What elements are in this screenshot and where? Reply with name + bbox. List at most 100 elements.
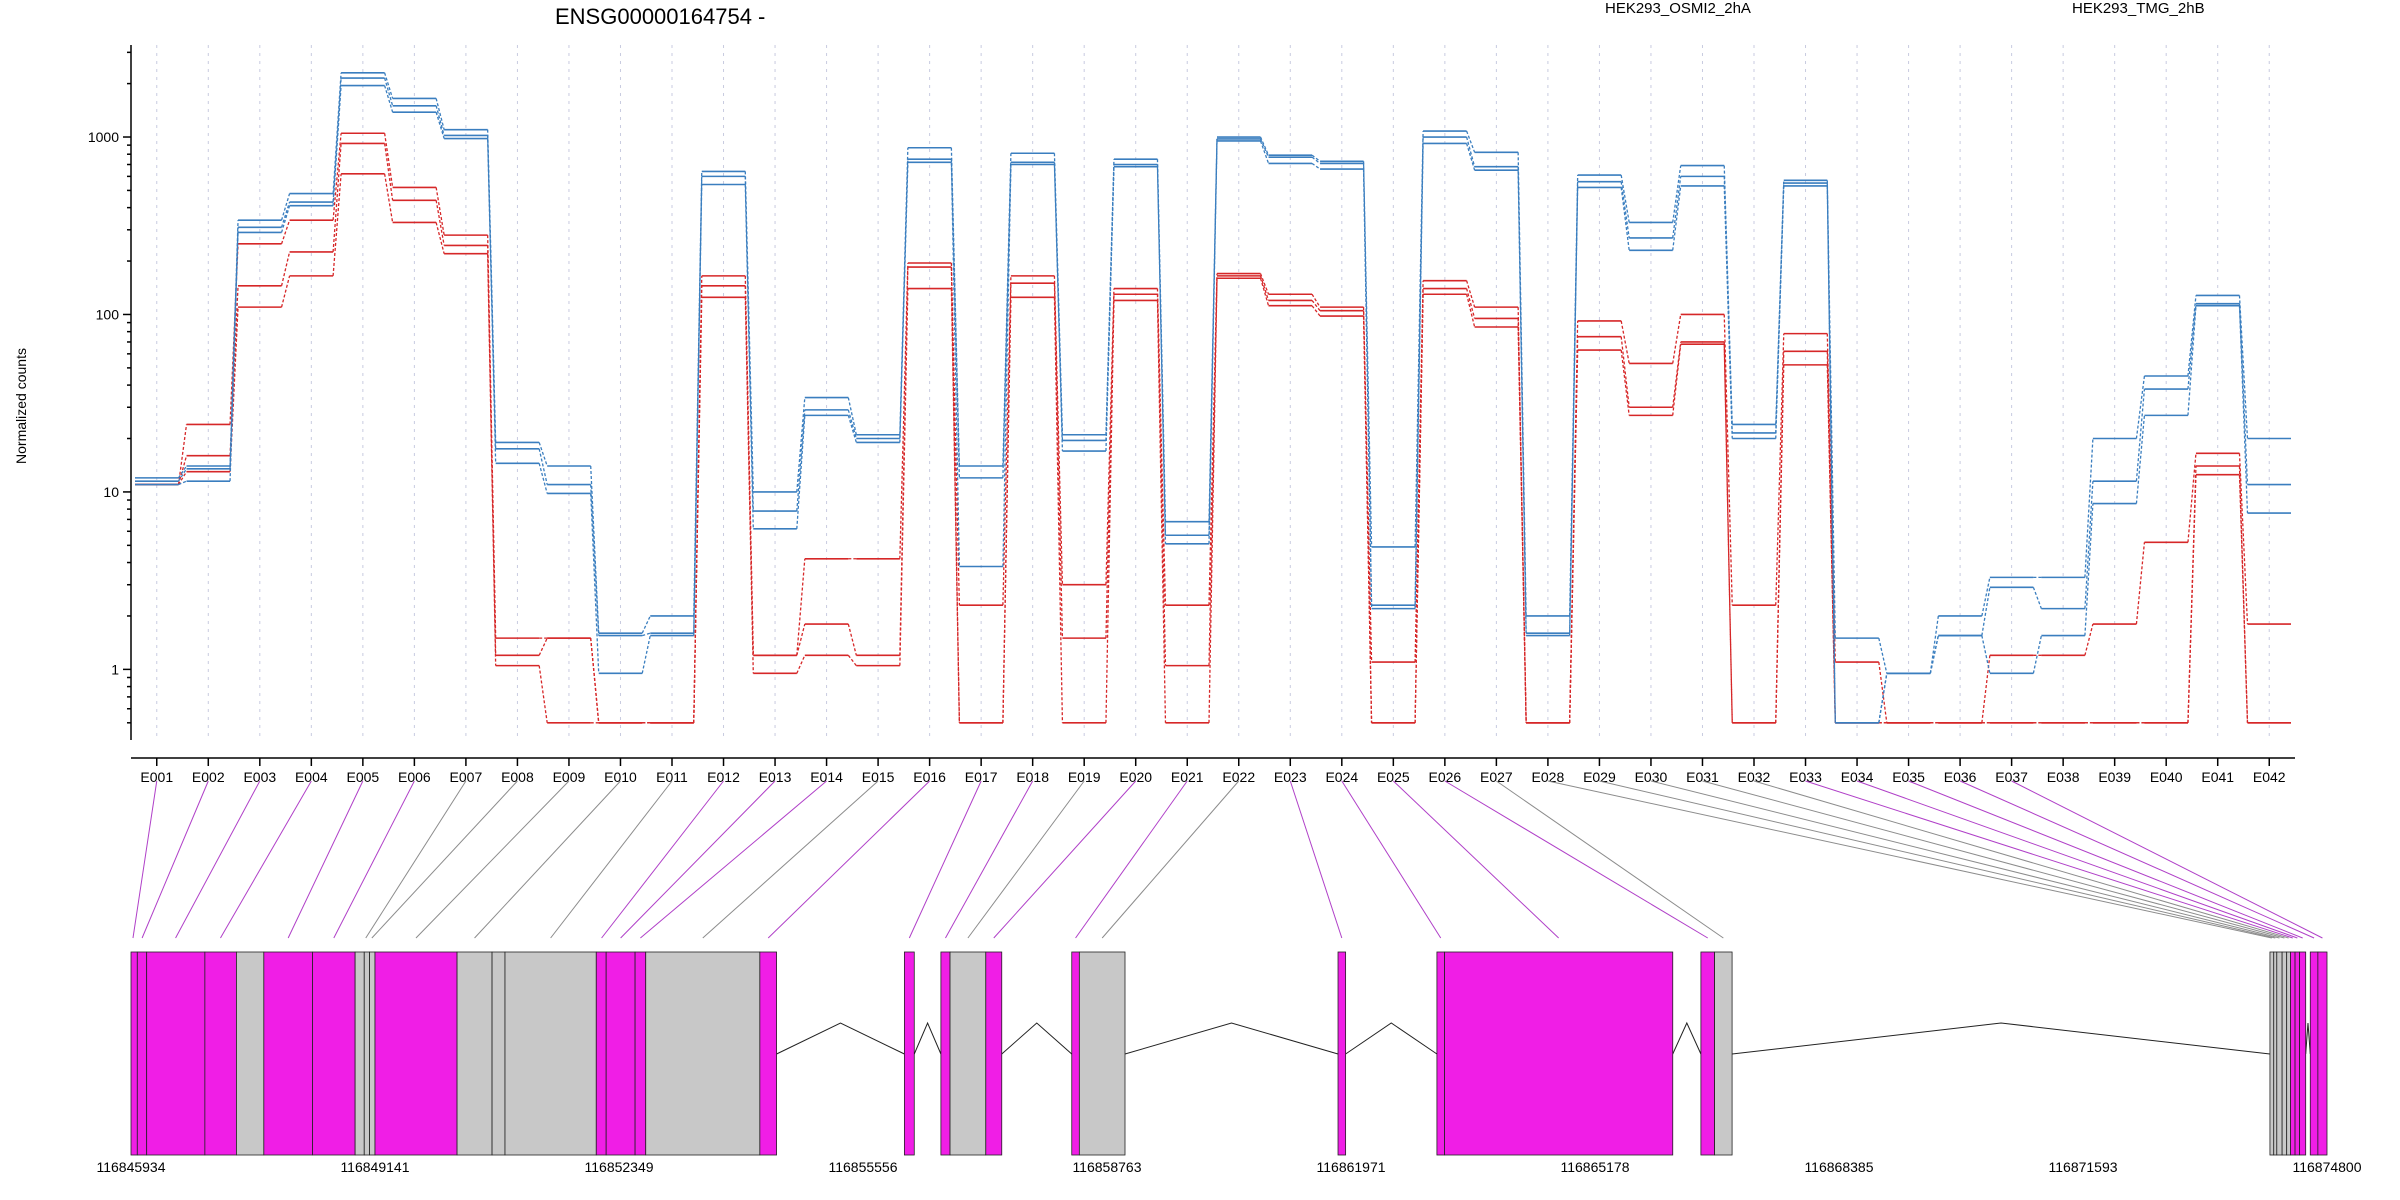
series-b-6-connector-35 (1929, 635, 1939, 674)
exon-block-20 (903, 951, 915, 1156)
series-b-4-connector-22 (1259, 136, 1270, 156)
intron-8 (2305, 1022, 2311, 1055)
y-tick-label-1: 1 (111, 661, 119, 677)
x-tick-label-e005: E005 (347, 769, 380, 785)
series-b-4-connector-10 (641, 615, 651, 634)
series-b-6-connector-9 (590, 493, 600, 674)
series-a-3 (135, 173, 2291, 724)
legend-item-tmg: HEK293_TMG_2hB (2072, 0, 2205, 17)
exon-connector-e026 (1444, 780, 1709, 939)
series-a-2-connector-26 (1465, 288, 1476, 319)
series-b-5-connector-41 (2238, 303, 2249, 485)
series-a-2-connector-8 (538, 637, 548, 656)
x-tick-label-e030: E030 (1635, 769, 1668, 785)
series-a-1-connector-31 (1723, 314, 1733, 606)
series-b-5-connector-8 (538, 448, 548, 485)
series-b-6-connector-33 (1826, 185, 1836, 723)
series-a-1-connector-6 (435, 187, 445, 236)
series-b-6-connector-16 (950, 162, 961, 567)
x-axis-ticks: E001 E002 E003 E004 E005 E006 E007 E008 E009 E010… (140, 758, 2286, 785)
series-b-4-connector-35 (1929, 615, 1939, 674)
series-a-1-connector-29 (1620, 320, 1630, 364)
x-tick-label-e029: E029 (1583, 769, 1616, 785)
genome-tick-4: 116855556 (828, 1159, 897, 1175)
series-a-1-connector-38 (2084, 623, 2094, 656)
series-a-3-connector-12 (744, 297, 754, 674)
exon-block-28 (1444, 951, 1674, 1156)
x-tick-label-e035: E035 (1892, 769, 1925, 785)
x-tick-label-e031: E031 (1686, 769, 1719, 785)
series-a-1-connector-34 (1878, 661, 1888, 723)
series-b-6-connector-17 (1002, 164, 1012, 567)
series-a-2-connector-4 (332, 143, 342, 253)
series-a-3-connector-16 (950, 288, 961, 723)
series-a-3-connector-5 (383, 173, 394, 223)
series-b-6-connector-20 (1156, 166, 1167, 544)
x-tick-label-e004: E004 (295, 769, 328, 785)
exon-block-6 (263, 951, 313, 1156)
x-tick-label-e013: E013 (759, 769, 792, 785)
exon-block-26 (1337, 951, 1347, 1156)
gene-model-exons (130, 951, 2328, 1156)
y-tick-label-100: 100 (96, 306, 120, 322)
series-a-2-connector-27 (1517, 318, 1527, 723)
x-tick-label-e012: E012 (707, 769, 740, 785)
exon-block-5 (236, 951, 265, 1156)
exon-connector-e032 (1753, 780, 2289, 939)
series-a-3-connector-3 (280, 275, 291, 308)
series-a-1-connector-23 (1311, 293, 1321, 308)
series-a-2-connector-7 (487, 245, 497, 656)
series-b-6-connector-29 (1620, 187, 1630, 251)
series-b-6-connector-34 (1878, 673, 1888, 723)
series-b-4-connector-23 (1311, 154, 1321, 162)
series-a-2-connector-14 (847, 623, 857, 656)
series-b-6-connector-8 (538, 463, 548, 494)
series-b-5-connector-36 (1981, 587, 1991, 636)
exon-connector-e009 (415, 780, 570, 939)
series-b-4-connector-39 (2135, 375, 2146, 439)
exon-block-1 (130, 951, 138, 1156)
series-b-6-connector-12 (744, 184, 754, 529)
series-a-1-connector-41 (2238, 453, 2249, 625)
series-a-3-connector-31 (1723, 344, 1733, 723)
series-b-4-connector-5 (383, 72, 394, 99)
series-b-5-connector-3 (280, 201, 291, 228)
series-a-2-connector-6 (435, 200, 445, 246)
exon-connector-e008 (371, 780, 518, 939)
series-a-3-connector-7 (487, 253, 497, 666)
series-b-5-connector-17 (1002, 162, 1012, 478)
exon-block-4 (204, 951, 237, 1156)
series-b-6-connector-21 (1208, 140, 1218, 544)
series-a-1-connector-18 (1053, 275, 1064, 585)
exon-connector-e034 (1856, 780, 2298, 939)
series-a-3-connector-11 (693, 297, 703, 723)
x-tick-label-e038: E038 (2047, 769, 2080, 785)
series-b-5-connector-38 (2084, 481, 2094, 609)
series-a-3-connector-20 (1156, 300, 1167, 723)
exon-connector-e021 (1075, 780, 1188, 939)
series-b-6-connector-38 (2084, 503, 2094, 636)
series-b-4-connector-40 (2187, 295, 2197, 377)
exon-connector-e013 (620, 780, 776, 939)
series-a-3-connector-1 (177, 471, 188, 485)
series-b-5-connector-39 (2135, 388, 2146, 482)
genome-tick-1: 116845934 (96, 1159, 165, 1175)
series-a-3-connector-27 (1517, 326, 1527, 723)
x-tick-label-e009: E009 (553, 769, 586, 785)
series-b-4-connector-30 (1672, 165, 1682, 223)
x-tick-label-e039: E039 (2098, 769, 2131, 785)
exon-connector-e020 (993, 780, 1137, 939)
intron-3 (1001, 1022, 1073, 1055)
exon-block-7 (312, 951, 356, 1156)
exon-connector-e037 (2011, 780, 2323, 939)
x-tick-label-e019: E019 (1068, 769, 1101, 785)
series-b-5 (135, 77, 2291, 724)
genome-tick-7: 116865178 (1560, 1159, 1629, 1175)
series-a-2-connector-29 (1620, 336, 1630, 408)
exon-block-40 (2317, 951, 2328, 1156)
series-b-4-connector-41 (2238, 295, 2249, 439)
series-a-3-connector-8 (538, 665, 548, 723)
series-b-6-connector-25 (1414, 143, 1424, 609)
series-a-1-connector-39 (2135, 542, 2146, 625)
exon-block-23 (985, 951, 1003, 1156)
